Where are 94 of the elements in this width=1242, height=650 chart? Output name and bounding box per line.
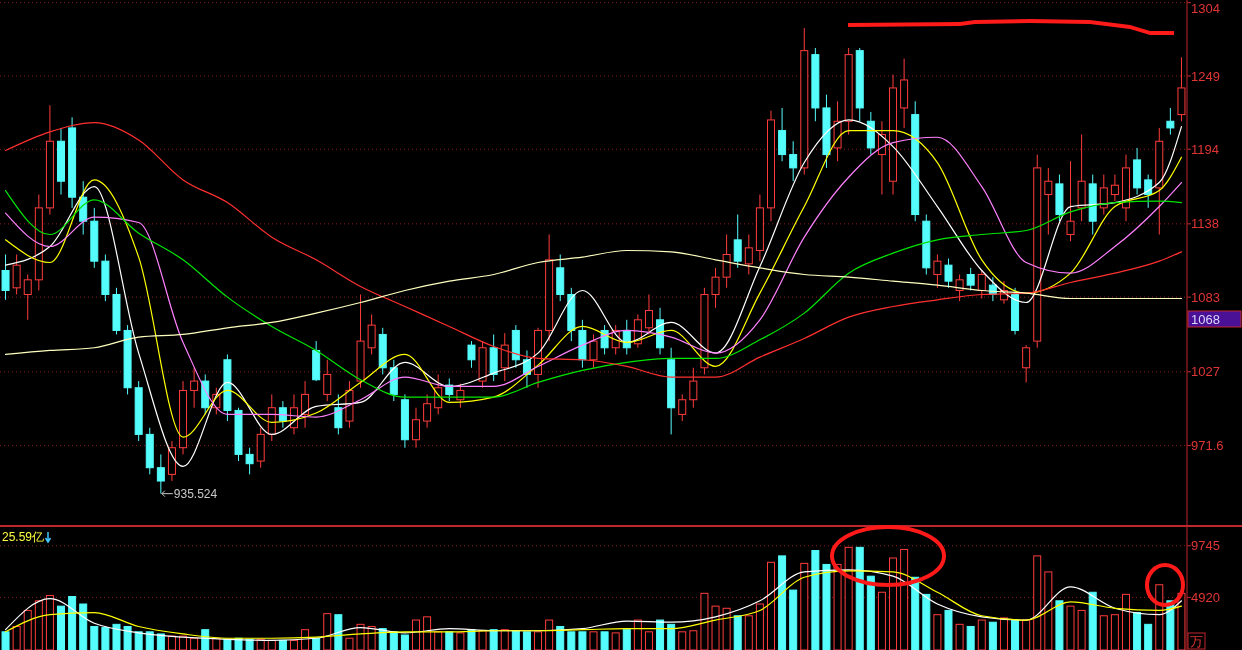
bar (489, 629, 498, 650)
candlestick (744, 234, 753, 275)
bar (811, 550, 820, 650)
candlestick (1144, 174, 1153, 209)
bar (866, 575, 875, 650)
candlestick (589, 333, 598, 369)
candlestick (678, 393, 687, 422)
candlestick (977, 269, 986, 299)
candlestick (190, 367, 199, 409)
candlestick (733, 214, 742, 269)
bar (855, 546, 864, 650)
bar (79, 603, 88, 650)
candlestick (1, 254, 10, 301)
annotation: 935.524 (173, 486, 218, 501)
text: 1068 (1191, 311, 1220, 327)
bar (57, 605, 66, 650)
bar (400, 634, 409, 650)
bar (600, 631, 609, 650)
candlestick (245, 447, 254, 475)
candlestick (966, 267, 975, 291)
bar (389, 631, 398, 650)
bar (622, 629, 631, 650)
candlestick (1066, 160, 1075, 242)
candlestick (1099, 174, 1108, 216)
bar (90, 625, 99, 650)
bar (778, 555, 787, 650)
bar (733, 615, 742, 650)
candlestick (789, 140, 798, 182)
bar (511, 630, 520, 650)
bar (145, 631, 154, 650)
bar (556, 625, 565, 650)
candlestick (944, 258, 953, 289)
line-series (4, 249, 1183, 356)
bar (1011, 619, 1020, 650)
candlestick (722, 234, 731, 289)
bar (1088, 591, 1097, 650)
bar (966, 625, 975, 650)
candlestick (1166, 107, 1175, 136)
candlestick (323, 359, 332, 402)
candlestick (156, 453, 165, 495)
bar (1133, 612, 1142, 650)
y-tick-label: 1138 (1191, 216, 1219, 232)
bar (789, 589, 798, 650)
annotation: 25.59亿 (2, 530, 45, 544)
y-tick-label: 1194 (1191, 141, 1219, 157)
y-tick-label: 1304 (1191, 0, 1220, 16)
candlestick (933, 254, 942, 289)
candlestick (23, 273, 32, 321)
candlestick (1022, 344, 1031, 383)
bar (134, 631, 143, 650)
bar (1144, 623, 1153, 650)
y-tick-label: 1027 (1191, 364, 1220, 380)
candlestick (12, 254, 21, 295)
bar (334, 614, 343, 650)
bar (101, 627, 110, 650)
bar (467, 629, 476, 650)
y-tick-label: 971.6 (1191, 438, 1224, 454)
bar (922, 593, 931, 650)
y-axis-title: 万 (1190, 634, 1203, 649)
candlestick (423, 393, 432, 429)
candlestick (1110, 174, 1119, 202)
bar (578, 631, 587, 650)
bar (68, 596, 77, 650)
candlestick (778, 107, 787, 162)
y-tick-label: 9745 (1191, 538, 1220, 554)
bar (522, 631, 531, 650)
y-tick-label: 1249 (1191, 68, 1220, 84)
line-series (4, 189, 1183, 398)
bar (822, 563, 831, 650)
candlestick (644, 293, 653, 335)
candlestick (955, 273, 964, 302)
candlestick (334, 393, 343, 435)
candlestick (467, 340, 476, 369)
candlestick (412, 407, 421, 449)
candlestick (711, 267, 720, 309)
bar (567, 631, 576, 650)
bar (112, 623, 121, 650)
bar (123, 625, 132, 650)
bar (156, 633, 165, 650)
bar (667, 623, 676, 650)
candlestick (1044, 167, 1053, 236)
bar (445, 631, 454, 650)
bar (988, 621, 997, 650)
bar (1, 631, 10, 650)
bar (911, 576, 920, 650)
bar (656, 619, 665, 650)
candlestick (367, 313, 376, 355)
bar (1055, 600, 1064, 650)
bar (312, 637, 321, 650)
y-tick-label: 1083 (1191, 289, 1220, 305)
candlestick (301, 380, 310, 429)
bar (223, 638, 232, 650)
y-tick-label: 4920 (1191, 589, 1220, 605)
bar (944, 609, 953, 650)
